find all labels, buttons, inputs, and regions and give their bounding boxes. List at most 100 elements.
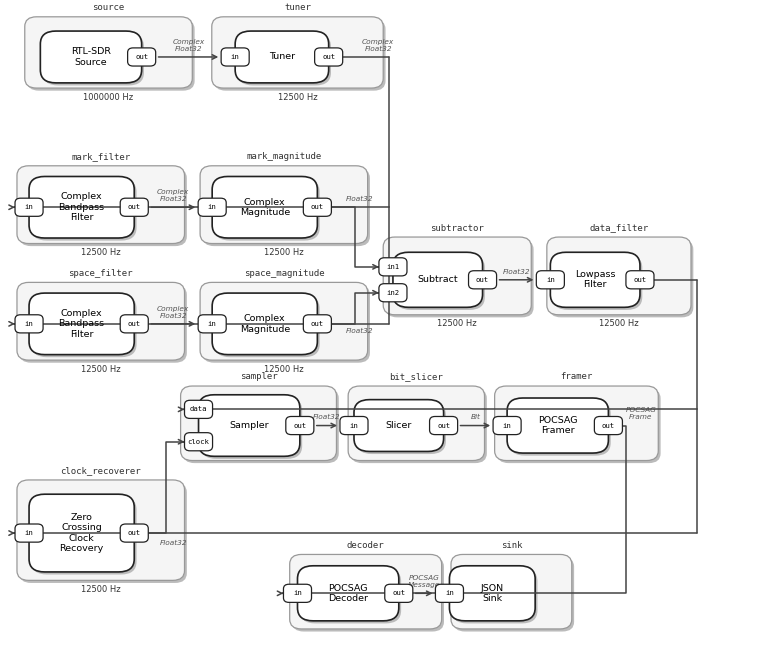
FancyBboxPatch shape <box>450 565 535 621</box>
Text: Float32: Float32 <box>503 268 530 275</box>
FancyBboxPatch shape <box>547 237 691 315</box>
FancyBboxPatch shape <box>354 400 443 451</box>
FancyBboxPatch shape <box>626 271 654 289</box>
FancyBboxPatch shape <box>17 166 185 244</box>
FancyBboxPatch shape <box>20 168 187 246</box>
FancyBboxPatch shape <box>553 255 642 310</box>
FancyBboxPatch shape <box>185 433 213 451</box>
Text: 12500 Hz: 12500 Hz <box>264 364 303 374</box>
Text: in1: in1 <box>386 264 400 270</box>
FancyBboxPatch shape <box>393 252 482 308</box>
Text: in: in <box>25 204 34 210</box>
Text: out: out <box>293 422 307 428</box>
FancyBboxPatch shape <box>297 565 399 621</box>
Text: Lowpass
Filter: Lowpass Filter <box>575 270 615 289</box>
Text: Float32: Float32 <box>160 539 188 545</box>
Text: 12500 Hz: 12500 Hz <box>278 93 317 102</box>
FancyBboxPatch shape <box>183 389 339 463</box>
FancyBboxPatch shape <box>198 315 226 333</box>
FancyBboxPatch shape <box>536 271 565 289</box>
Text: sampler: sampler <box>240 372 278 381</box>
Text: mark_filter: mark_filter <box>71 152 131 161</box>
FancyBboxPatch shape <box>212 17 383 88</box>
Text: Sampler: Sampler <box>229 421 269 430</box>
FancyBboxPatch shape <box>509 400 611 456</box>
FancyBboxPatch shape <box>385 584 413 602</box>
FancyBboxPatch shape <box>127 48 156 66</box>
FancyBboxPatch shape <box>454 557 574 631</box>
FancyBboxPatch shape <box>200 166 368 244</box>
FancyBboxPatch shape <box>379 258 407 276</box>
FancyBboxPatch shape <box>199 395 300 456</box>
FancyBboxPatch shape <box>314 48 343 66</box>
Text: 12500 Hz: 12500 Hz <box>599 319 639 328</box>
Text: POCSAG
Framer: POCSAG Framer <box>538 416 577 436</box>
Text: Complex
Float32: Complex Float32 <box>172 39 205 52</box>
FancyBboxPatch shape <box>214 179 320 240</box>
FancyBboxPatch shape <box>198 198 226 216</box>
Text: in: in <box>25 321 34 327</box>
FancyBboxPatch shape <box>15 524 43 542</box>
FancyBboxPatch shape <box>203 285 370 362</box>
Text: Complex
Bandpass
Filter: Complex Bandpass Filter <box>59 193 105 222</box>
FancyBboxPatch shape <box>221 48 249 66</box>
FancyBboxPatch shape <box>20 285 187 362</box>
Text: out: out <box>127 321 141 327</box>
Text: 12500 Hz: 12500 Hz <box>81 364 120 374</box>
FancyBboxPatch shape <box>300 568 401 624</box>
Text: decoder: decoder <box>347 541 385 550</box>
Text: 12500 Hz: 12500 Hz <box>264 248 303 257</box>
Text: RTL-SDR
Source: RTL-SDR Source <box>71 47 111 67</box>
FancyBboxPatch shape <box>493 417 521 435</box>
Text: POCSAG
Frame: POCSAG Frame <box>626 407 656 421</box>
FancyBboxPatch shape <box>201 398 302 459</box>
FancyBboxPatch shape <box>17 282 185 360</box>
FancyBboxPatch shape <box>594 417 622 435</box>
FancyBboxPatch shape <box>20 483 187 583</box>
FancyBboxPatch shape <box>27 20 195 91</box>
FancyBboxPatch shape <box>292 557 444 631</box>
FancyBboxPatch shape <box>468 271 497 289</box>
Text: 1000000 Hz: 1000000 Hz <box>84 93 134 102</box>
Text: 12500 Hz: 12500 Hz <box>81 585 120 594</box>
FancyBboxPatch shape <box>340 417 368 435</box>
FancyBboxPatch shape <box>436 584 464 602</box>
FancyBboxPatch shape <box>15 315 43 333</box>
Text: out: out <box>437 422 450 428</box>
Text: 12500 Hz: 12500 Hz <box>81 248 120 257</box>
Text: in: in <box>25 530 34 536</box>
Text: mark_magnitude: mark_magnitude <box>246 152 321 161</box>
Text: in: in <box>293 590 302 596</box>
Text: JSON
Sink: JSON Sink <box>481 584 504 603</box>
Text: out: out <box>633 277 647 283</box>
FancyBboxPatch shape <box>31 497 137 575</box>
FancyBboxPatch shape <box>429 417 457 435</box>
FancyBboxPatch shape <box>386 240 533 317</box>
FancyBboxPatch shape <box>200 282 368 360</box>
Text: Complex
Float32: Complex Float32 <box>157 306 189 319</box>
FancyBboxPatch shape <box>212 293 317 355</box>
Text: space_filter: space_filter <box>69 269 133 278</box>
FancyBboxPatch shape <box>15 198 43 216</box>
FancyBboxPatch shape <box>185 400 213 419</box>
Text: in2: in2 <box>386 290 400 296</box>
Text: out: out <box>322 54 335 60</box>
FancyBboxPatch shape <box>238 34 331 86</box>
Text: POCSAG
Message: POCSAG Message <box>408 575 440 588</box>
FancyBboxPatch shape <box>357 402 446 454</box>
FancyBboxPatch shape <box>29 293 135 355</box>
FancyBboxPatch shape <box>452 568 537 624</box>
Text: in: in <box>546 277 554 283</box>
FancyBboxPatch shape <box>289 554 442 629</box>
FancyBboxPatch shape <box>29 494 135 572</box>
FancyBboxPatch shape <box>203 168 370 246</box>
Text: POCSAG
Decoder: POCSAG Decoder <box>328 584 368 603</box>
Text: out: out <box>135 54 149 60</box>
FancyBboxPatch shape <box>31 179 137 240</box>
FancyBboxPatch shape <box>120 315 149 333</box>
FancyBboxPatch shape <box>549 240 694 317</box>
FancyBboxPatch shape <box>25 17 192 88</box>
FancyBboxPatch shape <box>120 198 149 216</box>
FancyBboxPatch shape <box>495 386 658 460</box>
FancyBboxPatch shape <box>214 296 320 357</box>
